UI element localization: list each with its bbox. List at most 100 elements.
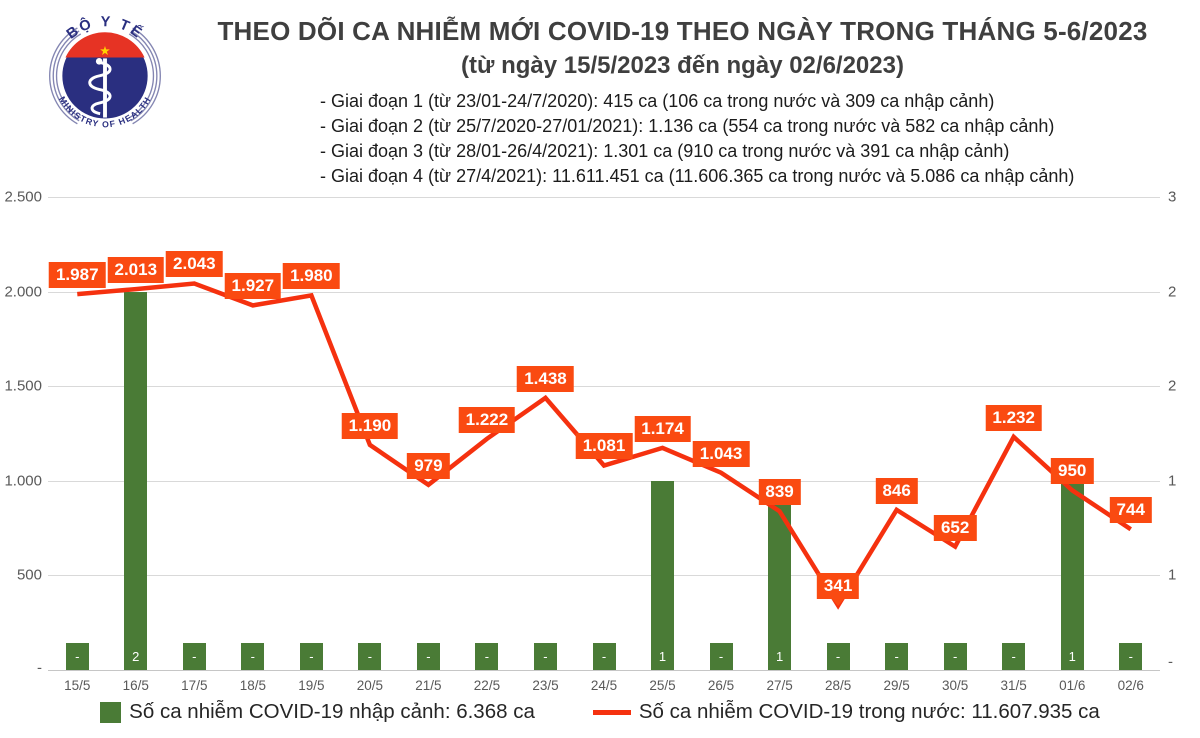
x-axis-tick: 27/5	[766, 678, 793, 693]
x-axis-tick: 18/5	[239, 678, 266, 693]
point-value-label: 950	[1051, 458, 1094, 485]
x-axis-tick: 31/5	[1000, 678, 1027, 693]
point-value-label: 341	[816, 573, 860, 600]
point-value-label: 1.081	[575, 433, 633, 460]
bar-value-label: -	[309, 649, 314, 664]
point-value-label: 1.987	[48, 262, 106, 289]
bar-value-label: -	[543, 649, 548, 664]
y-axis-tick-right: 3	[1168, 188, 1177, 206]
bar	[709, 643, 733, 670]
grid-line	[48, 386, 1160, 388]
legend-item-imported: Số ca nhiễm COVID-19 nhập cảnh: 6.368 ca	[100, 700, 535, 724]
bar	[826, 643, 850, 670]
y-axis-tick-left: 2.500	[4, 188, 42, 206]
phase-1-line: - Giai đoạn 1 (từ 23/01-24/7/2020): 415 …	[320, 91, 995, 111]
logo-flag-segment	[65, 32, 145, 58]
point-label-pointer	[831, 598, 846, 607]
legend-item-domestic: Số ca nhiễm COVID-19 trong nước: 11.607.…	[592, 700, 1100, 724]
grid-line	[48, 480, 1160, 482]
x-axis-tick: 28/5	[824, 678, 852, 693]
point-value-label: 744	[1109, 497, 1152, 524]
point-value-label: 1.980	[283, 263, 340, 290]
bar	[475, 643, 499, 670]
point-value-label: 839	[758, 479, 801, 506]
bar-value-label: 2	[132, 649, 140, 664]
y-axis-tick-right: 1	[1168, 566, 1177, 584]
ministry-of-health-logo: ★ BỘ Y TẾ MINISTRY OF HEALTH	[49, 14, 161, 129]
bar-value-label: -	[952, 649, 958, 664]
point-value-label: 1.174	[634, 415, 691, 442]
bar-value-label: -	[426, 649, 431, 664]
phase-4-line: - Giai đoạn 4 (từ 27/4/2021): 11.611.451…	[320, 166, 1075, 186]
grid-line	[48, 197, 1160, 198]
bar	[885, 643, 909, 670]
bar-value-label: -	[601, 649, 607, 664]
bar	[943, 643, 967, 670]
bar-value-label: -	[192, 649, 197, 664]
bar	[241, 643, 265, 670]
bar	[416, 643, 440, 670]
bar-value-label: -	[835, 649, 841, 664]
page-subtitle: (từ ngày 15/5/2023 đến ngày 02/6/2023)	[461, 52, 904, 79]
y-axis-tick-right: 2	[1168, 377, 1177, 395]
bar	[182, 643, 206, 670]
y-axis-tick-right: 2	[1168, 283, 1177, 301]
y-axis-tick-left: 2.000	[4, 283, 42, 301]
y-axis-tick-left: 1.000	[4, 472, 42, 490]
line-swatch-icon	[592, 709, 631, 715]
phase-3-line: - Giai đoạn 3 (từ 28/01-26/4/2021): 1.30…	[320, 141, 1010, 161]
point-value-label: 2.043	[166, 251, 223, 278]
point-value-label: 1.190	[341, 412, 399, 439]
legend-domestic-label: Số ca nhiễm COVID-19 trong nước: 11.607.…	[638, 700, 1100, 723]
bar-value-label: -	[1011, 649, 1016, 664]
x-axis-tick: 16/5	[122, 678, 149, 693]
x-axis-tick: 22/5	[473, 678, 501, 693]
x-axis-tick: 15/5	[64, 678, 91, 693]
point-value-label: 1.232	[985, 404, 1042, 431]
point-value-label: 979	[407, 452, 450, 479]
bar	[533, 643, 557, 670]
y-axis-tick-right: -	[1168, 653, 1173, 671]
y-axis-tick-left: -	[37, 659, 42, 677]
point-value-label: 652	[933, 514, 977, 541]
x-axis-tick: 19/5	[298, 678, 325, 693]
point-value-label: 1.438	[517, 365, 574, 392]
bar-value-label: -	[484, 649, 490, 664]
grid-line	[48, 575, 1160, 577]
logo-decorative-arcs	[49, 27, 161, 125]
logo-star-icon: ★	[99, 44, 110, 58]
x-axis-tick: 02/6	[1117, 678, 1144, 693]
bar	[1060, 480, 1084, 670]
y-axis-tick-left: 1.500	[4, 377, 42, 395]
chart-legend: Số ca nhiễm COVID-19 nhập cảnh: 6.368 ca…	[0, 700, 1200, 724]
x-axis-tick: 30/5	[942, 678, 969, 693]
y-axis-tick-right: 1	[1168, 472, 1177, 490]
phase-2-line: - Giai đoạn 2 (từ 25/7/2020-27/01/2021):…	[320, 116, 1055, 136]
legend-imported-label: Số ca nhiễm COVID-19 nhập cảnh: 6.368 ca	[129, 700, 535, 723]
bar-value-label: 1	[658, 649, 667, 664]
x-axis-tick: 24/5	[590, 678, 618, 693]
bar	[768, 480, 792, 670]
x-axis-tick: 25/5	[649, 678, 676, 693]
point-value-label: 1.043	[692, 440, 750, 467]
logo-caduceus-icon	[88, 58, 112, 118]
bar	[592, 643, 616, 670]
bar-value-label: 1	[1068, 649, 1076, 664]
bar	[651, 480, 675, 670]
point-value-label: 1.222	[458, 406, 516, 433]
bar	[358, 643, 382, 670]
point-value-label: 2.013	[107, 257, 165, 284]
bar-value-label: -	[250, 649, 255, 664]
x-axis-tick: 20/5	[356, 678, 384, 693]
x-axis-line	[48, 670, 1160, 671]
bar	[65, 643, 89, 670]
grid-line	[48, 291, 1160, 293]
bar	[299, 643, 323, 670]
bar	[1002, 643, 1026, 670]
bar	[1119, 643, 1143, 670]
y-axis-tick-left: 500	[16, 566, 42, 584]
x-axis-tick: 29/5	[883, 678, 910, 693]
